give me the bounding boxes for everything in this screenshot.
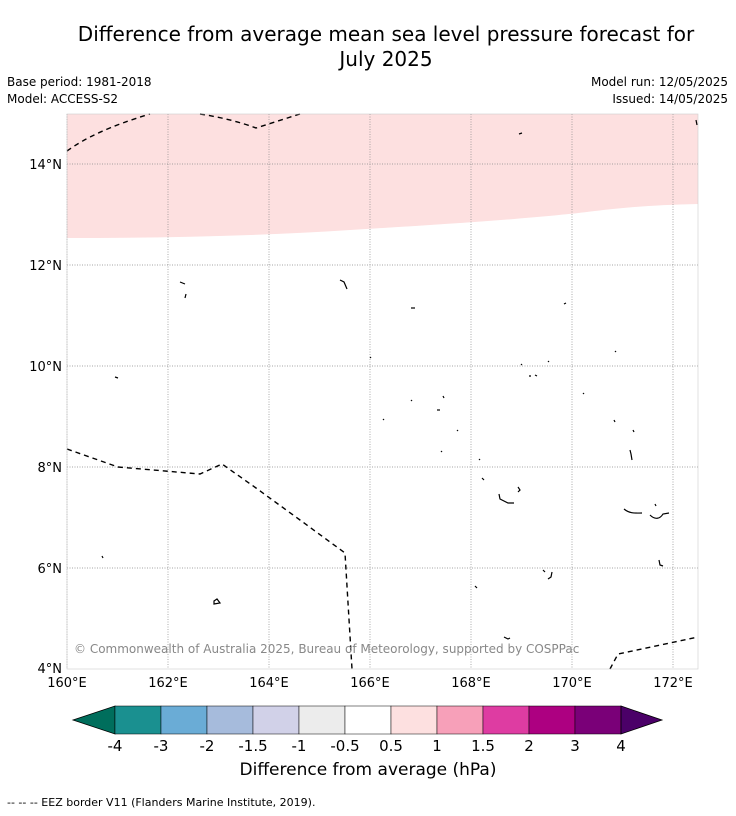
colorbar-bin — [160, 705, 208, 735]
colorbar-extend-high — [620, 705, 664, 735]
colorbar-bin — [574, 705, 622, 735]
colorbar-bin — [436, 705, 484, 735]
base-period: Base period: 1981-2018 — [7, 75, 152, 89]
colorbar-tick-label: 2 — [524, 737, 534, 755]
colorbar-tick-label: -2 — [200, 737, 215, 755]
lat-label: 4°N — [38, 662, 63, 677]
lon-labels: 160°E 162°E 164°E 166°E 168°E 170°E 172°… — [47, 676, 693, 691]
colorbar-bin — [114, 705, 162, 735]
title-line-1: Difference from average mean sea level p… — [77, 22, 695, 46]
colorbar-tick-label: 4 — [616, 737, 626, 755]
footer-note: -- -- -- EEZ border V11 (Flanders Marine… — [7, 796, 316, 809]
model-name: Model: ACCESS-S2 — [7, 92, 119, 106]
colorbar-tick-label: 0.5 — [379, 737, 403, 755]
lat-label: 14°N — [29, 158, 62, 173]
lon-label: 172°E — [653, 676, 693, 691]
eez-borders — [66, 113, 699, 670]
lon-label: 162°E — [148, 676, 188, 691]
colorbar-bin — [528, 705, 576, 735]
anomaly-region — [67, 114, 698, 238]
colorbar-extend-low — [71, 705, 116, 735]
title-line-2: July 2025 — [339, 47, 433, 71]
issued-date: Issued: 14/05/2025 — [612, 92, 728, 106]
colorbar-bin — [252, 705, 300, 735]
meta-right: Model run: 12/05/2025 Issued: 14/05/2025 — [591, 74, 728, 108]
lat-label: 8°N — [38, 461, 63, 476]
lat-label: 12°N — [29, 259, 62, 274]
colorbar-bin — [344, 705, 392, 735]
colorbar: -4 -3 -2 -1.5 -1 -0.5 0.5 1 1.5 2 3 4 — [71, 705, 664, 755]
copyright-text: © Commonwealth of Australia 2025, Bureau… — [74, 642, 579, 656]
lat-labels: 14°N 12°N 10°N 8°N 6°N 4°N — [29, 158, 62, 677]
lon-label: 168°E — [451, 676, 491, 691]
colorbar-tick-label: -3 — [154, 737, 169, 755]
map-title: Difference from average mean sea level p… — [0, 22, 736, 72]
lat-label: 10°N — [29, 360, 62, 375]
colorbar-bin — [298, 705, 346, 735]
meta-left: Base period: 1981-2018 Model: ACCESS-S2 — [7, 74, 152, 108]
colorbar-tick-label: -1 — [292, 737, 307, 755]
colorbar-bin — [390, 705, 438, 735]
lon-label: 166°E — [350, 676, 390, 691]
colorbar-title: Difference from average (hPa) — [239, 760, 497, 780]
lat-label: 6°N — [38, 562, 63, 577]
colorbar-tick-label: 1 — [432, 737, 442, 755]
colorbar-tick-label: -0.5 — [330, 737, 359, 755]
colorbar-tick-label: -4 — [108, 737, 123, 755]
colorbar-tick-label: 3 — [570, 737, 580, 755]
lon-label: 160°E — [47, 676, 87, 691]
colorbar-tick-label: 1.5 — [471, 737, 495, 755]
colorbar-tick-label: -1.5 — [238, 737, 267, 755]
colorbar-bin — [482, 705, 530, 735]
lon-label: 164°E — [249, 676, 289, 691]
model-run: Model run: 12/05/2025 — [590, 75, 728, 89]
lon-label: 170°E — [552, 676, 592, 691]
islands — [101, 119, 698, 640]
colorbar-bin — [206, 705, 254, 735]
